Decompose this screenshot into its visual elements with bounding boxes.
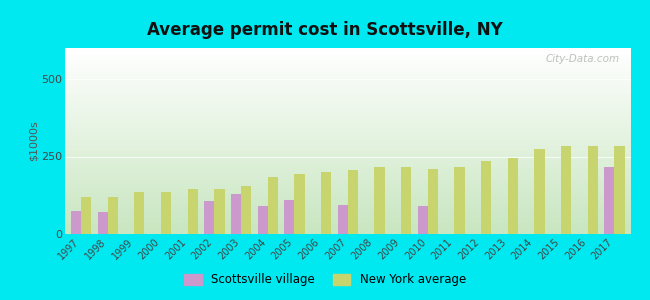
Bar [161,192,171,234]
Bar [454,167,465,234]
Bar [534,149,545,234]
Bar [374,167,385,234]
Bar [98,212,108,234]
Bar [348,170,358,234]
Bar [214,189,224,234]
Bar [257,206,268,234]
Bar [268,177,278,234]
Bar [294,173,305,234]
Bar [428,169,438,234]
Bar [108,197,118,234]
Bar [481,161,491,234]
Bar [588,146,598,234]
Bar [231,194,241,234]
Text: Average permit cost in Scottsville, NY: Average permit cost in Scottsville, NY [147,21,503,39]
Bar [321,172,332,234]
Bar [71,211,81,234]
Bar [135,192,144,234]
Bar [401,167,411,234]
Y-axis label: $1000s: $1000s [29,121,38,161]
Bar [614,146,625,234]
Bar [418,206,428,234]
Bar [81,197,91,234]
Bar [284,200,294,234]
Text: City-Data.com: City-Data.com [545,54,619,64]
Bar [204,202,214,234]
Bar [604,167,614,234]
Bar [188,189,198,234]
Legend: Scottsville village, New York average: Scottsville village, New York average [179,269,471,291]
Bar [241,186,251,234]
Bar [561,146,571,234]
Bar [508,158,518,234]
Bar [337,205,348,234]
